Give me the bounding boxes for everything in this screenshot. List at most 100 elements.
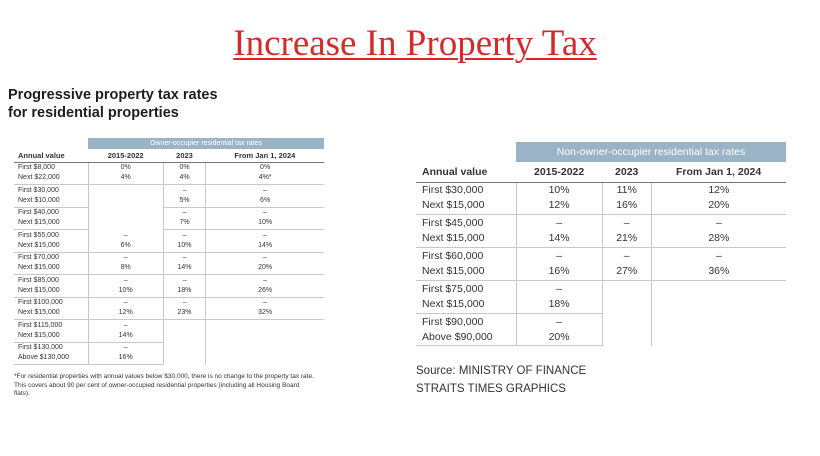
- cell-line: 26%: [258, 286, 273, 294]
- annual-value-cell: First $60,000 Next $15,000: [416, 247, 516, 281]
- cell-line: –: [182, 231, 187, 239]
- cell-line: –: [182, 209, 187, 217]
- cell-line: Next $15,000: [18, 219, 60, 227]
- rate-2024-cell: – 6%: [205, 184, 324, 208]
- figure-heading: Progressive property tax rates for resid…: [8, 86, 320, 122]
- cell-line: 14%: [548, 232, 570, 245]
- cell-line: 23%: [177, 309, 192, 317]
- table-row: First $115,000 Next $15,000 – 14%: [14, 319, 324, 343]
- column-header: From Jan 1, 2024: [651, 162, 786, 183]
- rate-2015-2022-cell: – 6%: [87, 229, 164, 253]
- cell-line: –: [123, 231, 128, 239]
- column-header: 2015-2022: [516, 162, 603, 183]
- cell-line: Next $15,000: [18, 264, 60, 272]
- cell-line: –: [123, 299, 128, 307]
- footnote: *For residential properties with annual …: [14, 373, 314, 397]
- cell-line: First $8,000: [18, 164, 55, 172]
- table-row: First $55,000 Next $15,000 – 6% – 10% – 14%: [14, 229, 324, 253]
- rate-2023-cell: [162, 319, 206, 342]
- rate-2024-cell: – 36%: [650, 247, 786, 281]
- cell-line: –: [556, 217, 563, 230]
- cell-line: Next $15,000: [422, 199, 485, 212]
- cell-line: –: [556, 282, 563, 295]
- rate-2023-cell: – 5%: [162, 184, 206, 208]
- rate-2024-cell: [650, 280, 786, 314]
- cell-line: 0%: [179, 164, 190, 172]
- rate-2024-cell: 0% 4%*: [205, 162, 324, 185]
- cell-line: Next $15,000: [422, 232, 485, 245]
- cell-line: 20%: [548, 330, 570, 343]
- cell-line: –: [263, 299, 268, 307]
- annual-value-cell: First $90,000 Above $90,000: [416, 313, 516, 347]
- table-band-label: Non-owner-occupier residential tax rates: [516, 142, 786, 162]
- annual-value-cell: First $40,000 Next $15,000: [14, 207, 88, 230]
- cell-line: –: [556, 249, 563, 262]
- rate-2023-cell: [162, 342, 206, 365]
- cell-line: 10%: [177, 241, 192, 249]
- cell-line: 4%*: [258, 174, 272, 182]
- figure-heading-line-2: for residential properties: [8, 105, 179, 121]
- table-row: First $8,000 Next $22,000 0% 4% 0% 4% 0% 4%*: [14, 162, 324, 185]
- rate-2024-cell: [650, 313, 786, 346]
- annual-value-cell: First $115,000 Next $15,000: [14, 319, 88, 343]
- cell-line: 12%: [548, 199, 570, 212]
- cell-line: 16%: [118, 354, 133, 362]
- table-row: First $75,000 Next $15,000 – 18%: [416, 280, 786, 314]
- cell-line: –: [715, 217, 722, 230]
- rate-2015-2022-cell: 0% 4%: [87, 162, 164, 185]
- rate-2024-cell: – 14%: [205, 229, 324, 253]
- cell-line: 8%: [120, 264, 131, 272]
- cell-line: 0%: [120, 164, 131, 172]
- cell-line: –: [556, 315, 563, 328]
- rate-2015-2022-cell: – 16%: [87, 342, 164, 365]
- cell-line: Next $15,000: [422, 264, 485, 277]
- slide-title: Increase In Property Tax: [233, 23, 597, 64]
- cell-line: –: [182, 254, 187, 262]
- rate-2023-cell: – 27%: [601, 247, 652, 281]
- annual-value-cell: First $100,000 Next $15,000: [14, 297, 88, 320]
- cell-line: 6%: [120, 241, 131, 249]
- rate-2024-cell: [205, 319, 324, 342]
- rate-2015-2022-cell: – 8%: [87, 252, 164, 275]
- rate-2015-2022-cell: – 10%: [87, 274, 164, 298]
- cell-line: First $55,000: [18, 231, 59, 239]
- column-header: Annual value: [14, 149, 88, 163]
- owner-occupier-table: Owner-occupier residential tax rates Ann…: [14, 138, 324, 365]
- cell-line: 20%: [258, 264, 273, 272]
- non-owner-occupier-rows: First $30,000 Next $15,000 10% 12% 11% 16% 12%…: [416, 182, 786, 347]
- cell-line: 16%: [616, 199, 638, 212]
- band-spacer: [14, 138, 88, 149]
- cell-line: –: [123, 344, 128, 352]
- annual-value-cell: First $30,000 Next $10,000: [14, 184, 88, 208]
- owner-occupier-rows: First $8,000 Next $22,000 0% 4% 0% 4% 0% 4%* Fir…: [14, 162, 324, 365]
- cell-line: 4%: [120, 174, 131, 182]
- cell-line: First $45,000: [422, 217, 484, 230]
- cell-line: Next $15,000: [18, 331, 60, 339]
- rate-2023-cell: [601, 280, 652, 314]
- cell-line: –: [263, 276, 268, 284]
- rate-2024-cell: – 20%: [205, 252, 324, 275]
- cell-line: 10%: [118, 286, 133, 294]
- rate-2024-cell: – 28%: [650, 214, 786, 249]
- table-row: First $90,000 Above $90,000 – 20%: [416, 313, 786, 347]
- cell-line: First $85,000: [18, 276, 59, 284]
- cell-line: First $60,000: [422, 249, 484, 262]
- cell-line: First $100,000: [18, 299, 63, 307]
- owner-occupier-figure: Progressive property tax rates for resid…: [8, 86, 324, 397]
- cell-line: –: [263, 254, 268, 262]
- rate-2024-cell: – 10%: [205, 207, 324, 230]
- cell-line: 21%: [616, 232, 638, 245]
- column-header: Annual value: [416, 162, 516, 183]
- cell-line: –: [123, 254, 128, 262]
- rate-2023-cell: [601, 313, 652, 346]
- rate-2024-cell: – 26%: [205, 274, 324, 298]
- cell-line: –: [182, 186, 187, 194]
- table-row: First $45,000 Next $15,000 – 14% – 21% – 28%: [416, 214, 786, 249]
- column-header: 2023: [163, 149, 206, 163]
- rate-2015-2022-cell: – 14%: [515, 214, 603, 249]
- cell-line: –: [263, 209, 268, 217]
- rate-2015-2022-cell: [87, 184, 164, 207]
- cell-line: 14%: [118, 331, 133, 339]
- rate-2023-cell: – 7%: [162, 207, 206, 230]
- cell-line: 12%: [708, 184, 730, 197]
